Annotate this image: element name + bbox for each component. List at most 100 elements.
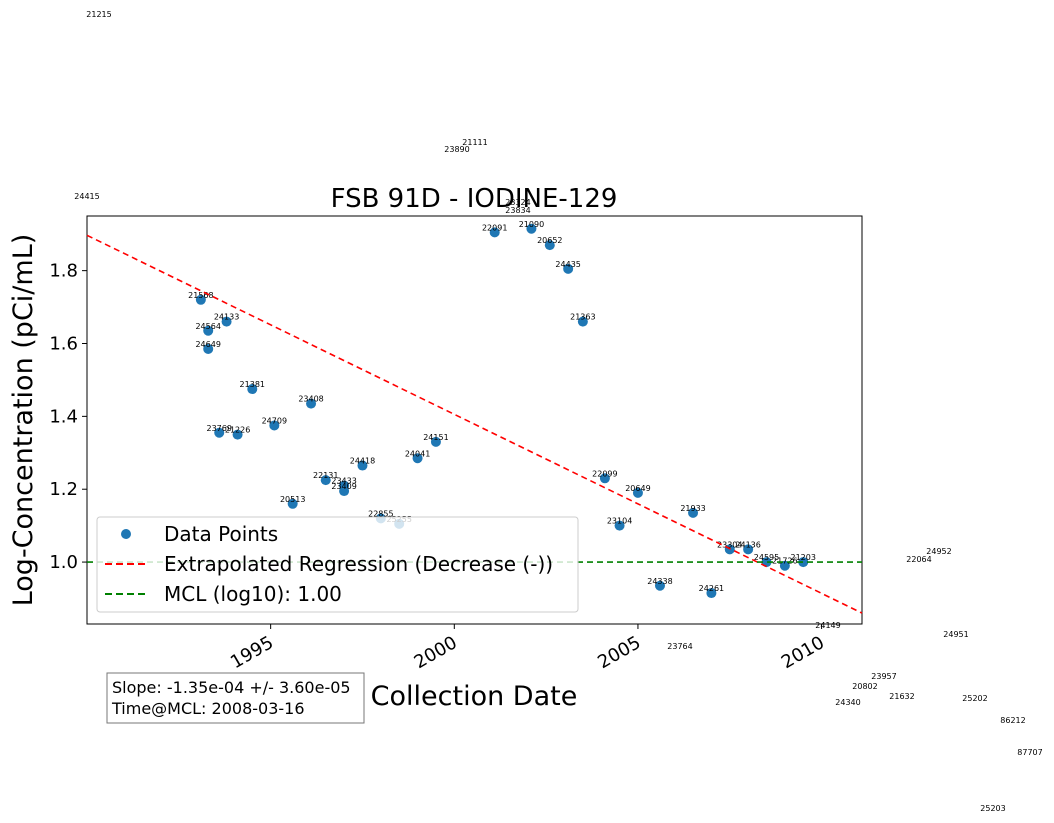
data-point-label: 21381 xyxy=(240,380,265,389)
data-point-label: 22855 xyxy=(368,509,393,518)
data-point xyxy=(306,398,317,409)
data-point-label: 24151 xyxy=(423,433,448,442)
legend: Data Points Extrapolated Regression (Dec… xyxy=(96,516,579,613)
data-point-label: 23104 xyxy=(607,517,632,526)
y-axis-ticks: 1.0 1.2 1.4 1.6 1.8 xyxy=(49,261,87,573)
y-tick-label: 1.2 xyxy=(49,479,78,500)
data-point xyxy=(203,343,214,354)
data-point-label: 24649 xyxy=(195,340,220,349)
outside-point-label: 23324 xyxy=(505,198,530,207)
stats-slope: Slope: -1.35e-04 +/- 3.60e-05 xyxy=(112,678,351,697)
outside-point-label: 24415 xyxy=(74,192,99,201)
data-point-label: 24595 xyxy=(754,553,779,562)
data-point-label: 22099 xyxy=(592,469,617,478)
data-point xyxy=(430,436,441,447)
data-point xyxy=(577,316,588,327)
data-point-label: 20649 xyxy=(625,484,650,493)
x-tick-label: 2005 xyxy=(594,632,644,673)
regression-line xyxy=(86,234,863,614)
legend-box xyxy=(96,516,579,613)
data-point-label: 21090 xyxy=(519,220,544,229)
data-point xyxy=(269,420,280,431)
data-point-label: 24261 xyxy=(699,584,724,593)
outside-point-label: 21632 xyxy=(889,692,914,701)
data-point xyxy=(232,429,243,440)
data-point-label: 24418 xyxy=(350,457,375,466)
data-point xyxy=(489,227,500,238)
y-tick-label: 1.4 xyxy=(49,406,78,427)
stats-time-at-mcl: Time@MCL: 2008-03-16 xyxy=(111,699,305,718)
data-point-label: 23433 xyxy=(331,477,356,486)
data-point-label: 22091 xyxy=(482,223,507,232)
outside-point-label: 23890 xyxy=(444,145,469,154)
y-tick-label: 1.8 xyxy=(49,261,78,282)
data-point-label: 24136 xyxy=(735,540,760,549)
legend-label-regression: Extrapolated Regression (Decrease (-)) xyxy=(164,552,553,576)
data-point-label: 24435 xyxy=(555,260,580,269)
data-point xyxy=(195,294,206,305)
data-point-label: 24133 xyxy=(214,313,239,322)
data-point xyxy=(743,544,754,555)
data-point xyxy=(247,384,258,395)
data-point-label: 24564 xyxy=(195,322,220,331)
outside-point-label: 23957 xyxy=(871,672,896,681)
data-point xyxy=(526,223,537,234)
outside-point-label: 87707 xyxy=(1017,748,1042,757)
data-point xyxy=(412,453,423,464)
data-point-label: 22131 xyxy=(313,471,338,480)
x-axis-label: Collection Date xyxy=(371,681,578,712)
data-point-label: 23409 xyxy=(331,482,356,491)
data-point-label: 23769 xyxy=(207,424,232,433)
data-point xyxy=(221,316,232,327)
data-point xyxy=(599,473,610,484)
stats-box: Slope: -1.35e-04 +/- 3.60e-05 Time@MCL: … xyxy=(106,672,365,724)
outside-point-label: 23834 xyxy=(505,206,530,215)
legend-marker-data-points xyxy=(121,529,131,539)
data-point xyxy=(688,507,699,518)
data-point xyxy=(654,580,665,591)
data-point xyxy=(563,263,574,274)
data-point-label: 21226 xyxy=(225,426,250,435)
outside-point-label: 24951 xyxy=(943,630,968,639)
outside-point-label: 25203 xyxy=(980,804,1005,813)
data-point xyxy=(706,588,717,599)
outside-point-label: 24952 xyxy=(926,547,951,556)
data-point-label: 21363 xyxy=(570,313,595,322)
data-point xyxy=(357,460,368,471)
outside-point-label: 20802 xyxy=(852,682,877,691)
x-tick-label: 1995 xyxy=(227,632,277,673)
outside-point-label: 25202 xyxy=(962,694,987,703)
data-point xyxy=(544,240,555,251)
data-point-label: 23304 xyxy=(717,540,742,549)
data-point xyxy=(779,560,790,571)
y-axis-label: Log-Concentration (pCi/mL) xyxy=(8,234,39,607)
data-point xyxy=(287,498,298,509)
outside-point-label: 23764 xyxy=(667,642,692,651)
y-tick-label: 1.0 xyxy=(49,552,78,573)
outside-point-label: 86212 xyxy=(1000,716,1025,725)
chart-title: FSB 91D - IODINE-129 xyxy=(331,184,618,214)
data-point-label: 20513 xyxy=(280,495,305,504)
data-point xyxy=(339,486,350,497)
data-point-label: 20652 xyxy=(537,236,562,245)
data-point xyxy=(632,487,643,498)
data-point-label: 23408 xyxy=(298,395,323,404)
data-point-label: 24041 xyxy=(405,449,430,458)
data-point xyxy=(798,557,809,568)
legend-label-data-points: Data Points xyxy=(164,522,278,546)
outside-point-label: 22064 xyxy=(906,555,931,564)
data-point-label: 24709 xyxy=(262,416,287,425)
data-point-label: 24338 xyxy=(647,577,672,586)
data-point xyxy=(614,520,625,531)
x-axis-ticks: 1995 2000 2005 2010 xyxy=(227,624,828,673)
data-point-label: 21726 xyxy=(772,557,797,566)
stats-box-frame xyxy=(106,672,365,724)
outside-point-label: 21111 xyxy=(462,138,487,147)
data-point xyxy=(214,427,225,438)
outside-point-label: 24149 xyxy=(815,621,840,630)
outside-point-label: 21215 xyxy=(86,10,111,19)
outside-point-label: 24340 xyxy=(835,698,860,707)
